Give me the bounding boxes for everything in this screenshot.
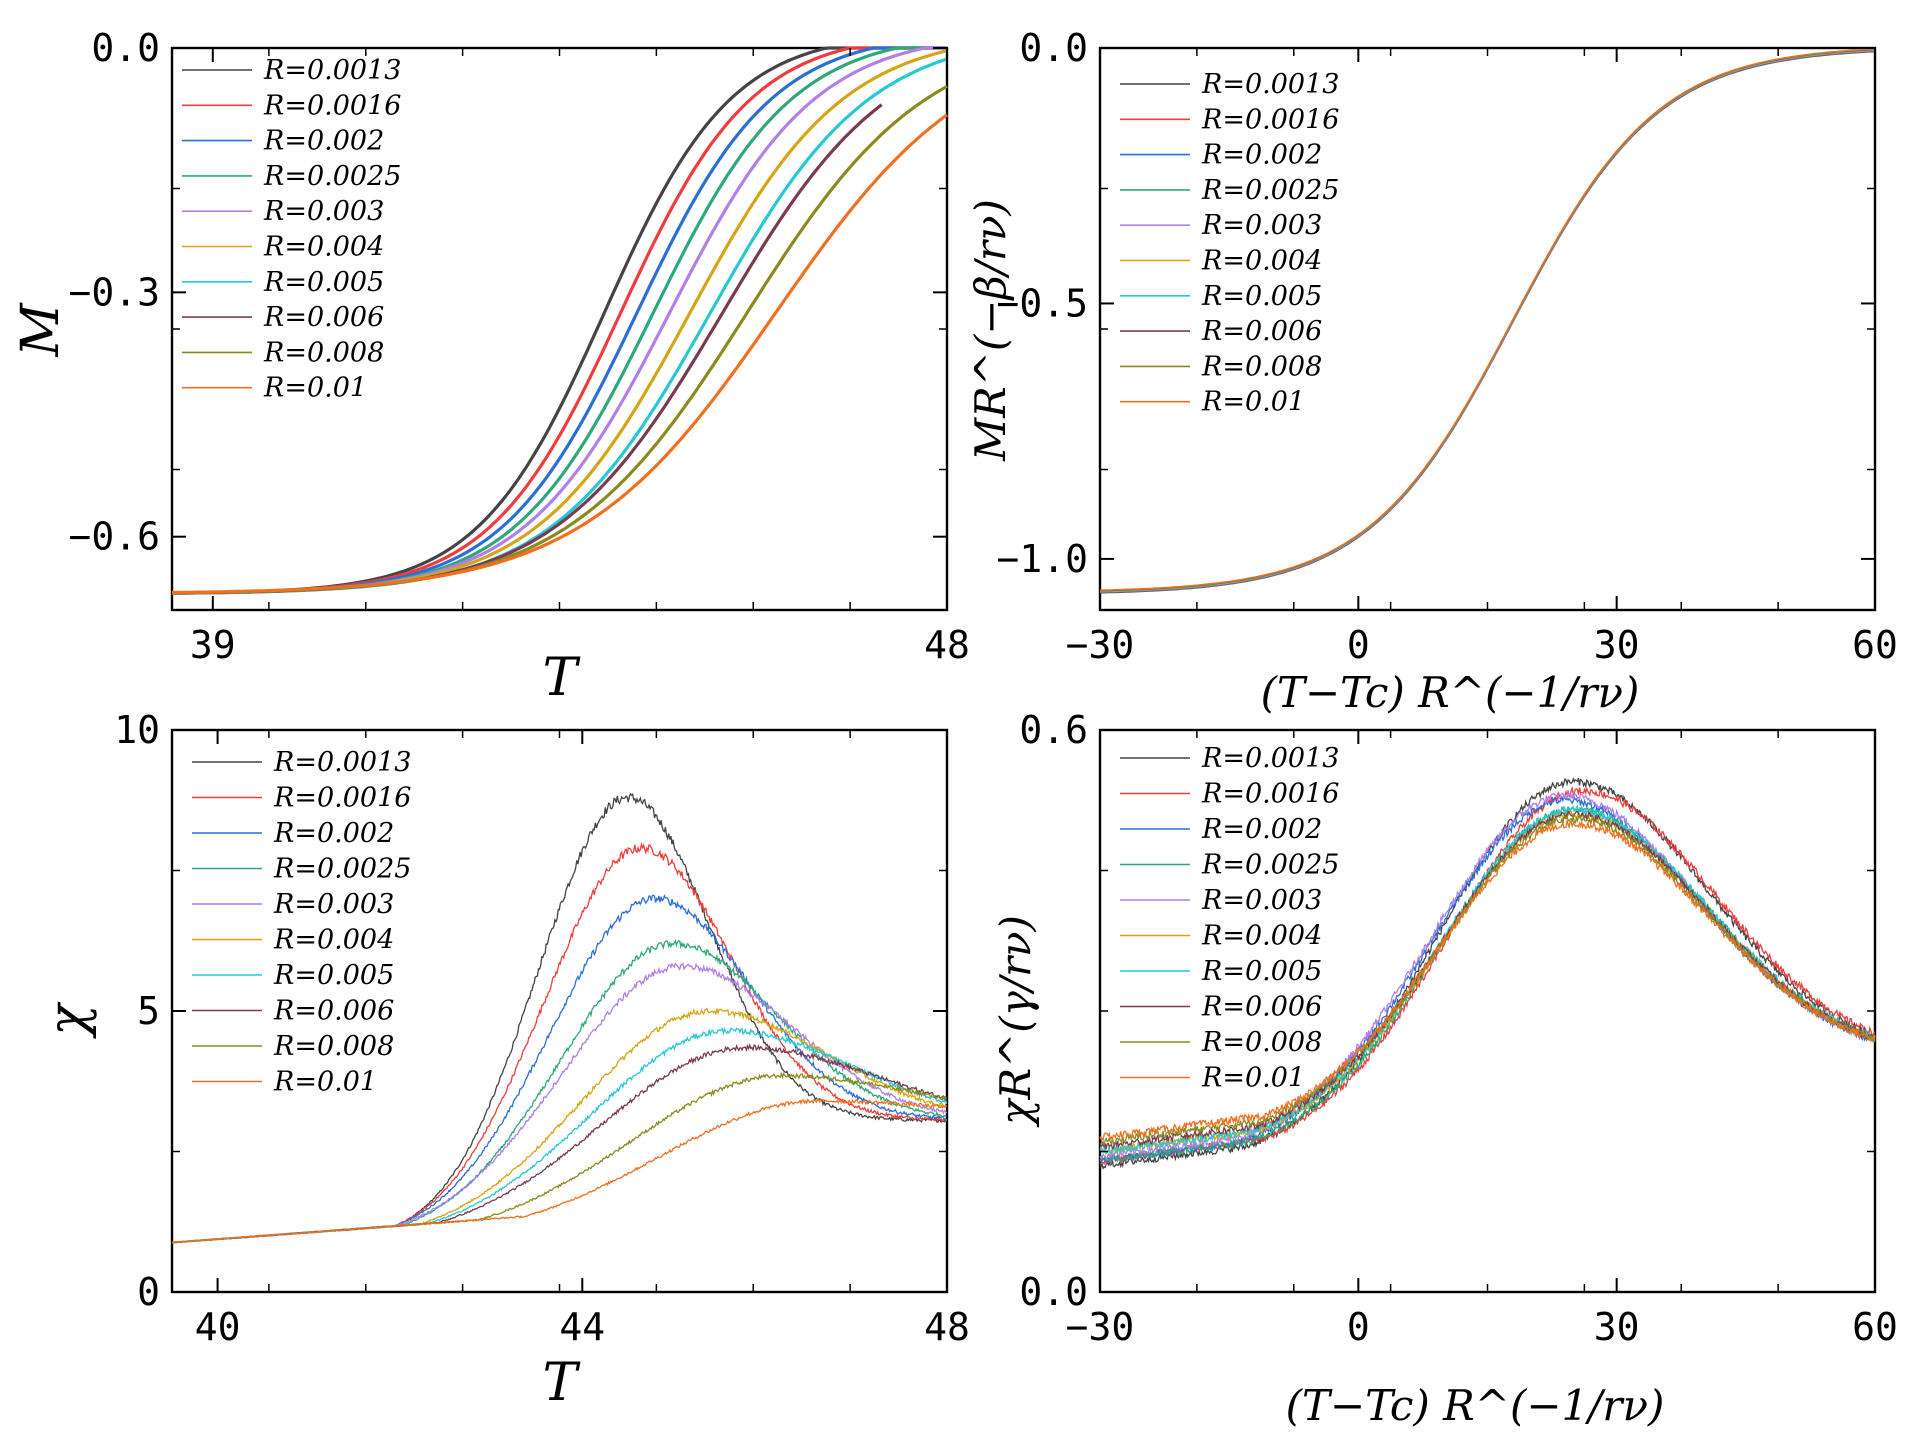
y-tick-label: 0.0 — [91, 26, 160, 70]
legend-label: R=0.008 — [1201, 351, 1322, 382]
legend-label: R=0.006 — [273, 996, 394, 1027]
y-tick-label: −0.6 — [68, 515, 160, 559]
x-tick-label: 0 — [1347, 623, 1370, 667]
legend-label: R=0.004 — [273, 925, 394, 956]
legend-label: R=0.01 — [263, 373, 367, 404]
legend-label: R=0.01 — [1201, 387, 1305, 418]
y-tick-label: −0.3 — [68, 270, 160, 314]
legend: R=0.0013 R=0.0016 R=0.002 R=0.0025 R=0.003 R=… — [1120, 743, 1339, 1094]
legend-label: R=0.0013 — [1201, 69, 1339, 100]
y-tick-label: 0 — [137, 1270, 160, 1314]
y-axis-label: χ — [38, 1001, 98, 1040]
series-line — [171, 1098, 948, 1243]
x-tick-label: 48 — [924, 623, 970, 667]
legend-label: R=0.002 — [1201, 814, 1322, 845]
legend-label: R=0.004 — [263, 232, 384, 263]
legend-label: R=0.0013 — [263, 55, 401, 86]
legend-label: R=0.004 — [1201, 921, 1322, 952]
legend-label: R=0.0025 — [1201, 850, 1339, 881]
legend: R=0.0013 R=0.0016 R=0.002 R=0.0025 R=0.003 R=… — [192, 747, 411, 1098]
series-line — [1099, 810, 1876, 1150]
x-tick-label: 39 — [190, 623, 236, 667]
legend-label: R=0.0016 — [1201, 104, 1339, 135]
x-tick-label: 44 — [559, 1305, 605, 1349]
legend-label: R=0.002 — [273, 818, 394, 849]
legend-label: R=0.008 — [263, 337, 384, 368]
series-lines — [171, 46, 948, 595]
legend-label: R=0.0025 — [1201, 175, 1339, 206]
legend-label: R=0.005 — [1201, 281, 1322, 312]
x-tick-label: −30 — [1066, 1305, 1135, 1349]
tick-marks: −30 0 30 60 0.0 −0.5 −1.0 — [996, 26, 1897, 667]
legend-label: R=0.002 — [263, 126, 384, 157]
legend-label: R=0.01 — [273, 1067, 377, 1098]
y-tick-label: 10 — [114, 708, 160, 752]
series-lines — [1099, 776, 1876, 1170]
legend: R=0.0013 R=0.0016 R=0.002 R=0.0025 R=0.003 R=… — [182, 55, 401, 404]
x-tick-label: 40 — [195, 1305, 241, 1349]
tick-marks: 40 44 48 0 5 10 — [114, 708, 970, 1349]
x-tick-label: 0 — [1347, 1305, 1370, 1349]
legend-label: R=0.0016 — [1201, 779, 1339, 810]
legend-label: R=0.004 — [1201, 246, 1322, 277]
tick-marks: −30 0 30 60 0.0 0.6 — [1019, 708, 1898, 1349]
x-tick-label: −30 — [1066, 623, 1135, 667]
x-axis-label: T — [543, 648, 581, 708]
x-axis-label: (T−Tc) R^(−1/rν) — [1261, 668, 1640, 717]
x-tick-label: 60 — [1852, 623, 1898, 667]
panel-chi-scaled: −30 0 30 600.00.6 R=0.0013R=0.0016R=0.002R=… — [991, 708, 1898, 1430]
x-tick-label: 30 — [1594, 1305, 1640, 1349]
panel-m-scaled: −30 0 30 600.0−0.5−1.0 R=0.0013R=0.0016R=0.… — [966, 26, 1898, 717]
legend-label: R=0.006 — [1201, 316, 1322, 347]
legend-label: R=0.003 — [273, 889, 394, 920]
series-line — [1099, 804, 1876, 1156]
legend-label: R=0.003 — [263, 196, 384, 227]
tick-marks: 39 48 0.0 −0.3 −0.6 — [68, 26, 969, 667]
y-tick-label: 0.0 — [1019, 1270, 1088, 1314]
series-lines — [171, 792, 948, 1244]
y-tick-label: 0.0 — [1019, 26, 1088, 70]
legend-label: R=0.006 — [1201, 992, 1322, 1023]
legend-label: R=0.005 — [1201, 956, 1322, 987]
legend: R=0.0013 R=0.0016 R=0.002 R=0.0025 R=0.003 R=… — [1120, 69, 1339, 418]
y-tick-label: 0.6 — [1019, 708, 1088, 752]
legend-label: R=0.008 — [273, 1031, 394, 1062]
x-tick-label: 48 — [924, 1305, 970, 1349]
series-line — [1099, 819, 1876, 1141]
legend-label: R=0.0025 — [273, 854, 411, 885]
panel-m-vs-t: 39 480.0−0.3−0.6 R=0.0013R=0.0016R=0.002R… — [11, 26, 970, 708]
legend-label: R=0.0025 — [263, 161, 401, 192]
y-tick-label: −0.5 — [996, 281, 1088, 325]
series-lines — [1099, 48, 1876, 594]
legend-label: R=0.006 — [263, 302, 384, 333]
series-line — [1099, 48, 1876, 591]
legend-label: R=0.0013 — [273, 747, 411, 778]
legend-label: R=0.005 — [273, 960, 394, 991]
x-tick-label: 60 — [1852, 1305, 1898, 1349]
x-axis-label: T — [543, 1353, 581, 1413]
legend-label: R=0.0013 — [1201, 743, 1339, 774]
legend-label: R=0.003 — [1201, 885, 1322, 916]
legend-label: R=0.008 — [1201, 1027, 1322, 1058]
legend-label: R=0.0016 — [263, 90, 401, 121]
y-tick-label: −1.0 — [996, 537, 1088, 581]
legend-label: R=0.003 — [1201, 210, 1322, 241]
series-line — [172, 113, 948, 595]
x-tick-label: 30 — [1594, 623, 1640, 667]
y-axis-label: MR^(−β/rν) — [966, 199, 1015, 462]
y-axis-label: χR^(γ/rν) — [991, 915, 1040, 1128]
y-axis-label: M — [11, 302, 71, 358]
legend-label: R=0.01 — [1201, 1063, 1305, 1094]
legend-label: R=0.002 — [1201, 140, 1322, 171]
legend-label: R=0.0016 — [273, 783, 411, 814]
legend-label: R=0.005 — [263, 267, 384, 298]
y-tick-label: 5 — [137, 989, 160, 1033]
x-axis-label: (T−Tc) R^(−1/rν) — [1286, 1381, 1665, 1430]
